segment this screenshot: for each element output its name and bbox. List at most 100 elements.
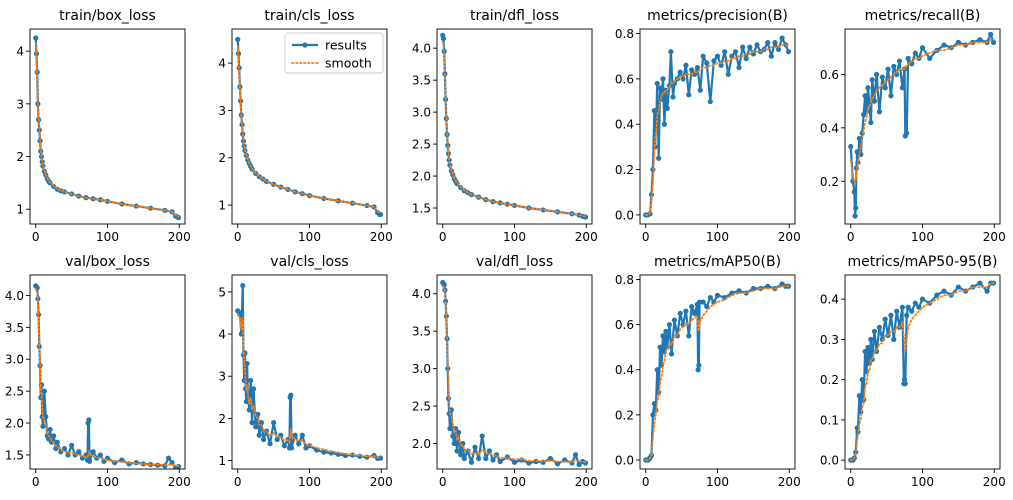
y-tick-label: 2.5 [412,138,431,152]
results-point [775,46,782,53]
results-point [650,412,656,418]
x-tick-label: 200 [370,230,393,244]
results-point [677,310,683,316]
results-point [237,310,243,316]
results-point [51,433,57,439]
y-tick-label: 2.0 [5,417,24,431]
y-tick-label: 4.0 [412,42,431,56]
x-tick-label: 200 [983,475,1006,489]
results-point [856,135,862,142]
smooth-line [236,314,382,459]
results-point [668,351,675,357]
plot-area [440,32,589,220]
panel-title: train/cls_loss [264,8,354,24]
x-tick-label: 0 [847,230,855,244]
y-tick-label: 3.0 [5,353,24,367]
axes-frame [231,28,388,225]
results-point [656,155,662,161]
results-point [955,39,961,45]
panel-val-box-loss: val/box_loss 0 100 200 1.5 2.0 2.5 3.0 3.5 4.0 [5,254,191,489]
x-tick-label: 100 [911,475,934,489]
results-point [696,362,702,368]
plot-area [643,35,792,218]
results-point [657,344,663,350]
y-tick-label: 2.0 [412,170,431,184]
results-point [853,205,859,211]
x-tick-label: 0 [439,475,447,489]
results-point [868,336,874,342]
results-point [894,71,900,78]
results-point [244,360,250,367]
results-point [440,35,447,42]
results-point [660,76,666,82]
results-point [876,109,883,115]
results-point [955,284,961,290]
y-tick-label: 4.0 [412,287,431,301]
results-line [441,281,587,466]
results-point [882,316,888,322]
results-point [175,215,182,221]
results-point [869,77,875,83]
results-point [729,53,735,59]
x-tick-label: 200 [168,475,191,489]
results-point [853,449,859,455]
results-point [660,333,666,339]
results-point [865,85,871,91]
axes-frame [639,274,796,470]
x-tick-label: 200 [168,230,191,244]
results-point [450,433,456,439]
results-point [443,313,449,319]
results-point [899,304,906,310]
smooth-line [34,288,180,467]
results-point [455,429,462,435]
results-point [686,92,692,98]
y-tick-label: 0.4 [820,293,839,307]
x-tick-label: 200 [983,230,1006,244]
x-tick-label: 100 [706,475,729,489]
y-tick-label: 1 [218,454,226,468]
y-tick-label: 0.2 [820,175,839,189]
results-point [104,198,111,204]
results-point [704,303,710,310]
results-point [299,432,305,438]
axes-frame [639,28,796,225]
panel-title: val/box_loss [65,254,150,270]
results-point [165,455,172,461]
panel-title: metrics/mAP50-95(B) [848,254,998,270]
results-point [48,439,55,445]
results-point [677,69,683,75]
results-point [851,189,857,195]
x-tick-label: 0 [32,230,40,244]
axes-frame [436,28,593,225]
results-point [691,310,698,316]
results-point [700,53,706,59]
results-line [645,282,789,462]
results-point [40,423,46,429]
results-point [511,459,518,465]
results-point [260,436,267,443]
y-tick-label: 3.0 [412,106,431,120]
results-point [33,51,40,57]
results-point [651,400,657,407]
results-point [235,36,241,43]
results-point [732,49,739,55]
y-tick-label: 0.0 [820,454,839,468]
results-point [785,49,792,55]
results-point [927,55,933,61]
results-point [483,455,489,462]
results-point [909,308,915,314]
axes-frame [844,274,1001,470]
x-tick-label: 100 [298,475,321,489]
results-point [894,308,900,314]
x-tick-label: 200 [778,475,801,489]
results-point [321,449,327,455]
results-point [670,94,676,100]
results-line [850,281,994,462]
results-point [904,130,910,136]
results-point [919,296,926,302]
results-point [905,55,911,61]
results-point [364,202,370,209]
results-point [736,64,742,71]
results-point [902,381,908,387]
